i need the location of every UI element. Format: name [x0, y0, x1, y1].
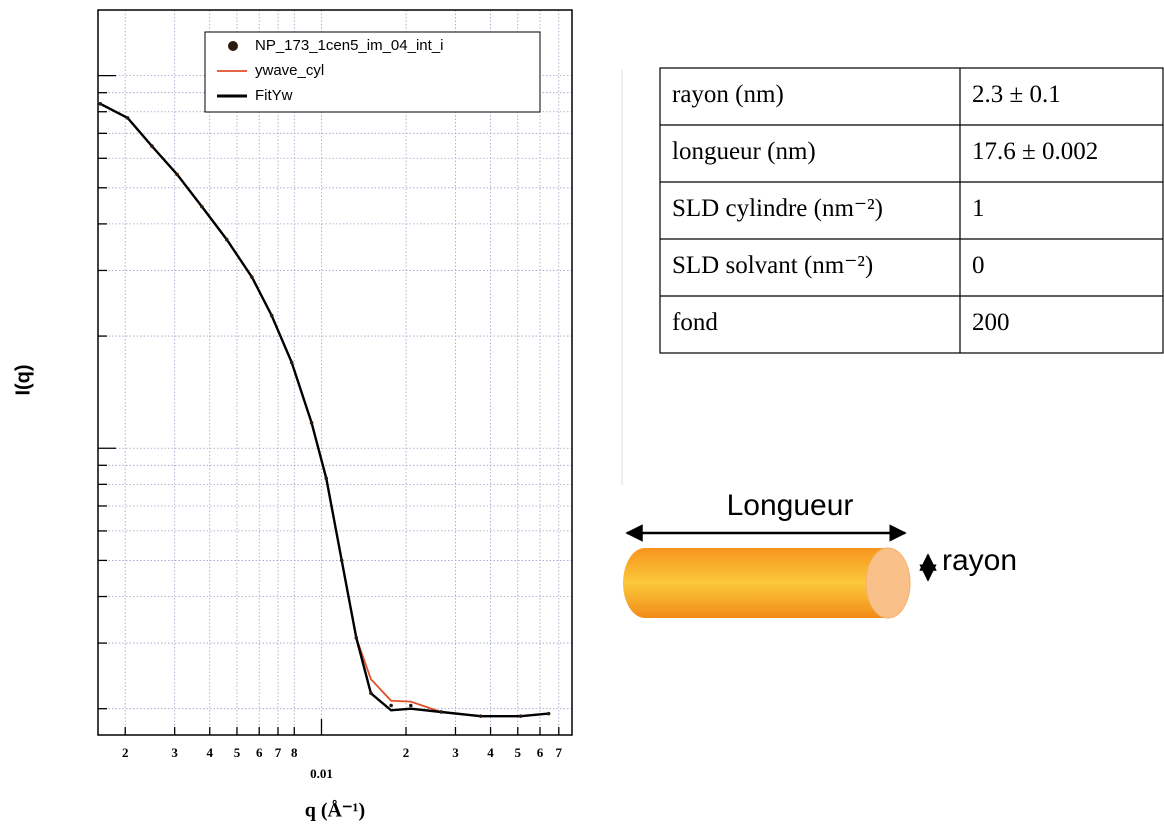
- data-point: [224, 237, 229, 242]
- data-point: [150, 144, 154, 148]
- table: rayon (nm) 2.3 ± 0.1 longueur (nm) 17.6 ± 0…: [659, 67, 1164, 354]
- table-cell: SLD cylindre (nm⁻²): [672, 195, 883, 222]
- table-cell: 2.3 ± 0.1: [972, 81, 1061, 108]
- data-point: [289, 360, 294, 365]
- x-tick-label: 3: [452, 745, 459, 760]
- x-tick-label: 2: [403, 745, 410, 760]
- cylinder-body: [623, 548, 888, 618]
- table-cell: 1: [972, 195, 985, 222]
- data-point: [200, 204, 204, 209]
- cylinder-end: [865, 547, 911, 619]
- x-tick-label: 5: [515, 745, 522, 760]
- data-point: [354, 635, 359, 640]
- table-cell: fond: [672, 309, 718, 336]
- x-tick-label: 4: [487, 745, 494, 760]
- x-tick-label: 6: [256, 745, 263, 760]
- x-tick-label: 7: [556, 745, 563, 760]
- data-point: [439, 710, 444, 714]
- data-point: [518, 714, 523, 718]
- table-cell: 200: [972, 309, 1010, 336]
- x-tick-label: 3: [171, 745, 178, 760]
- legend-label: FitYw: [255, 87, 293, 104]
- radius-label: rayon: [942, 544, 1017, 577]
- series-line: [99, 102, 549, 718]
- legend-box: [204, 31, 541, 113]
- cylinder-diagram: Longueur rayon: [623, 489, 1017, 619]
- x-axis-label: q (Å⁻¹): [305, 799, 365, 822]
- x-tick-label: 0.01: [310, 766, 333, 781]
- plot-frame: [97, 9, 573, 736]
- data-point: [389, 703, 393, 708]
- legend-marker: [228, 41, 238, 51]
- chart: 2 3 4 5 6 7 80.012 3 4 5 6 7NP_173_1cen5_im_04_int_…: [97, 9, 573, 781]
- y-axis-label: I(q): [12, 364, 34, 395]
- data-point: [309, 421, 314, 425]
- table-cell: longueur (nm): [672, 138, 816, 165]
- table-cell: 17.6 ± 0.002: [972, 138, 1098, 165]
- legend-label: ywave_cyl: [255, 62, 324, 79]
- data-point: [125, 116, 130, 120]
- x-tick-label: 8: [291, 745, 298, 760]
- legend-label: NP_173_1cen5_im_04_int_i: [255, 37, 443, 54]
- x-tick-label: 5: [234, 745, 241, 760]
- data-point: [324, 476, 329, 481]
- data-point: [175, 172, 179, 177]
- series-line: [99, 103, 549, 718]
- data-point: [339, 558, 344, 563]
- data-point: [546, 711, 551, 716]
- data-point: [478, 714, 483, 718]
- data-point: [369, 691, 373, 696]
- x-tick-label: 4: [206, 745, 213, 760]
- length-label: Longueur: [727, 489, 854, 522]
- x-tick-label: 6: [537, 745, 544, 760]
- x-tick-label: 7: [275, 745, 282, 760]
- table-frame: [659, 67, 1164, 354]
- data-point: [409, 703, 413, 708]
- data-point: [269, 313, 274, 318]
- data-point: [98, 102, 103, 106]
- table-cell: 0: [972, 252, 985, 279]
- table-cell: rayon (nm): [672, 81, 784, 108]
- x-tick-label: 2: [122, 745, 129, 760]
- table-cell: SLD solvant (nm⁻²): [672, 252, 873, 279]
- data-point: [250, 275, 254, 279]
